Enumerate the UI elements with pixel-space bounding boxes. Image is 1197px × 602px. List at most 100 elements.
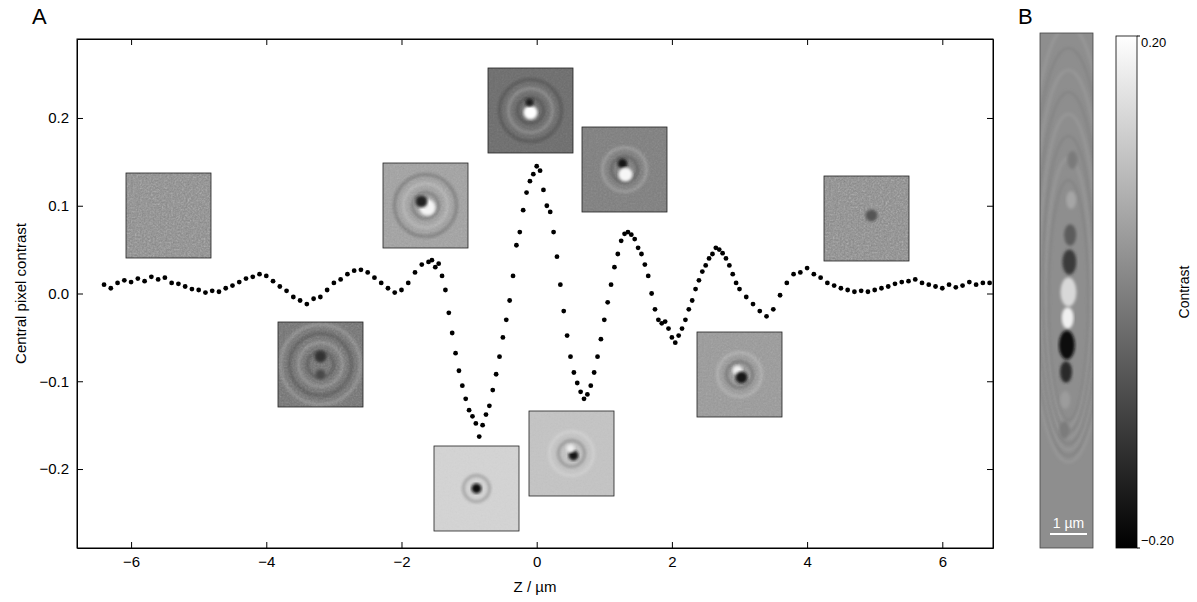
image-fringe — [1049, 180, 1089, 420]
x-axis: −6−4−20246 — [78, 542, 994, 570]
tick-label: −4 — [258, 553, 275, 570]
image-spot — [1060, 391, 1070, 409]
tick — [987, 206, 993, 207]
point — [744, 295, 749, 300]
inset-image — [383, 163, 468, 248]
point — [291, 295, 296, 300]
point — [467, 408, 472, 413]
inset-border — [697, 332, 782, 417]
image-spot — [1064, 224, 1076, 246]
point — [619, 238, 624, 243]
tick-label: 0.2 — [48, 109, 69, 126]
tick-mark — [401, 542, 402, 548]
tick — [987, 118, 993, 119]
point — [433, 265, 438, 270]
tick-label: −0.1 — [39, 373, 69, 390]
point — [609, 282, 614, 287]
tick-mark — [807, 39, 808, 45]
inset-spot — [619, 168, 633, 182]
point — [707, 256, 712, 261]
point — [980, 281, 985, 286]
point — [538, 168, 543, 173]
point — [960, 283, 965, 288]
point — [866, 289, 871, 294]
colorbar-tick-label: −0.20 — [1141, 533, 1174, 548]
point — [379, 281, 384, 286]
point — [284, 288, 289, 293]
tick-label: −2 — [393, 553, 410, 570]
y-axis-right — [987, 40, 994, 549]
point — [555, 254, 560, 259]
point — [183, 284, 188, 289]
tick-label: −6 — [123, 553, 140, 570]
point — [470, 414, 475, 419]
point — [450, 331, 455, 336]
inset-spot — [618, 159, 628, 169]
inset-noise — [278, 322, 363, 407]
image-spot — [1066, 191, 1076, 209]
point — [217, 289, 222, 294]
tick — [987, 294, 993, 295]
inset-noise — [529, 411, 614, 496]
point — [517, 230, 522, 235]
point — [798, 270, 803, 275]
inset-spot — [866, 210, 878, 222]
point — [304, 302, 309, 307]
point — [724, 256, 729, 261]
point — [632, 237, 637, 242]
inset-spot — [315, 351, 327, 363]
inset-spot — [736, 372, 748, 384]
tick-mark — [537, 39, 538, 45]
image-spot — [1067, 151, 1077, 169]
tick: 2 — [668, 542, 676, 570]
tick: −0.1 — [39, 373, 83, 390]
point — [504, 317, 509, 322]
inset-ring — [603, 148, 647, 192]
point — [257, 272, 262, 277]
point — [169, 281, 174, 286]
point — [778, 293, 783, 298]
point — [534, 164, 539, 169]
point — [318, 295, 323, 300]
tick-mark — [942, 39, 943, 45]
inset-noise — [383, 163, 468, 248]
point — [561, 309, 566, 314]
x-axis-title: Z / µm — [514, 578, 557, 595]
tick: 0 — [533, 542, 541, 570]
inset-ring — [550, 432, 594, 476]
point — [237, 280, 242, 285]
point — [430, 258, 435, 263]
tick: 6 — [939, 542, 947, 570]
point — [457, 368, 462, 373]
point — [571, 370, 576, 375]
point — [406, 281, 411, 286]
point — [605, 300, 610, 305]
point — [727, 263, 732, 268]
point — [734, 281, 739, 286]
inset-ring — [464, 476, 490, 502]
point — [730, 272, 735, 277]
inset-spot — [416, 196, 428, 208]
tick: 0.0 — [48, 285, 83, 302]
point — [142, 279, 147, 284]
point — [162, 275, 167, 280]
point — [548, 209, 553, 214]
inset-noise — [697, 332, 782, 417]
point — [338, 277, 343, 282]
point — [791, 272, 796, 277]
inset-ring — [718, 353, 762, 397]
point — [926, 282, 931, 287]
inset-image — [488, 68, 573, 153]
inset-spot — [472, 484, 482, 494]
point — [599, 337, 604, 342]
point — [156, 277, 161, 282]
y-axis: −0.2−0.10.00.10.2 — [39, 40, 83, 549]
point — [298, 298, 303, 303]
tick-mark — [77, 294, 83, 295]
tick-label: −0.2 — [39, 460, 69, 477]
point — [210, 288, 215, 293]
point — [359, 267, 364, 272]
point — [967, 280, 972, 285]
tick — [807, 39, 808, 45]
point — [494, 372, 499, 377]
